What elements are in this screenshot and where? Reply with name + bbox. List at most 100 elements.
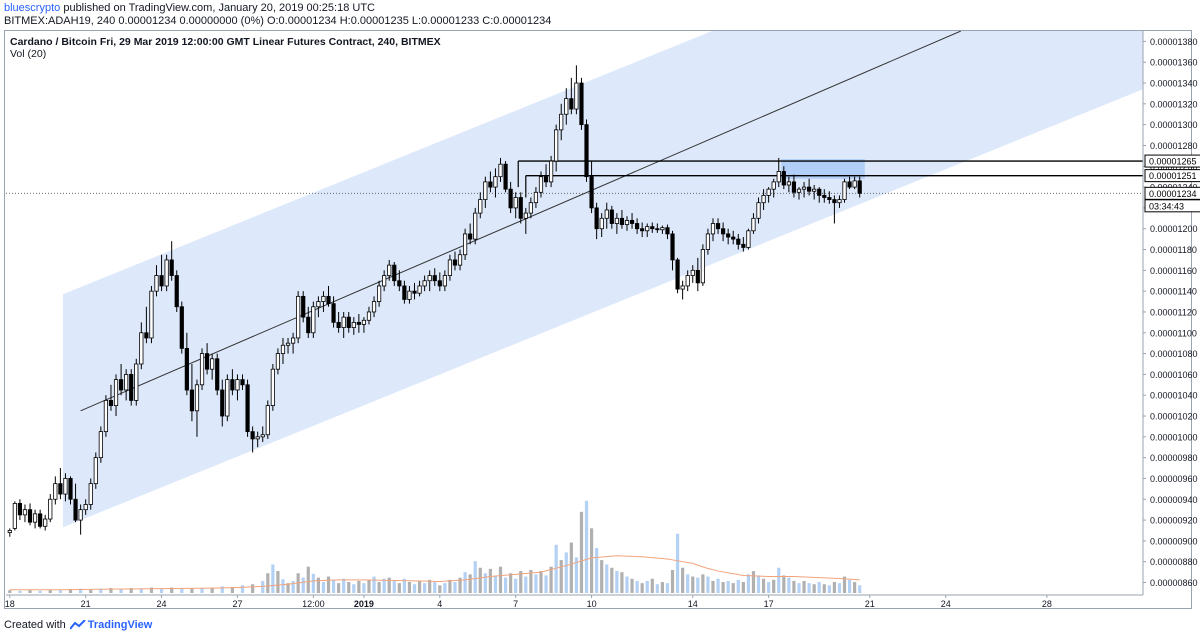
- candle-body: [270, 368, 275, 407]
- candle: [265, 400, 270, 439]
- volume-bar: [822, 584, 826, 593]
- candle: [518, 192, 523, 224]
- volume-bar: [741, 582, 745, 593]
- volume-bar: [210, 587, 214, 593]
- candle-body: [624, 219, 630, 225]
- candle: [432, 268, 437, 286]
- volume-bar: [387, 577, 391, 593]
- volume-bar: [478, 567, 482, 593]
- candle-body: [710, 223, 716, 235]
- price-tick-label: 0.00001200: [1150, 224, 1198, 234]
- candle: [513, 192, 518, 219]
- candle-body: [341, 316, 346, 328]
- candle-body: [473, 212, 478, 240]
- candle-body: [457, 254, 463, 266]
- candle-body: [822, 195, 827, 198]
- candle-body: [690, 269, 695, 276]
- candle: [290, 332, 296, 354]
- tradingview-logo[interactable]: TradingView: [69, 619, 152, 631]
- candle-body: [296, 295, 301, 339]
- candle-body: [316, 301, 321, 308]
- volume-bar: [620, 572, 624, 593]
- volume-bar: [519, 571, 523, 593]
- price-tick-label: 0.00001280: [1150, 141, 1198, 151]
- price-label-rect: [1144, 169, 1200, 183]
- created-with-text: Created with: [4, 619, 66, 631]
- volume-bar: [772, 579, 776, 593]
- volume-bar: [463, 572, 467, 593]
- volume-bar: [797, 583, 801, 593]
- candle: [32, 509, 38, 529]
- candle: [194, 379, 200, 437]
- volume-bar: [423, 583, 427, 593]
- candle: [7, 528, 12, 537]
- price-label-box: 0.00001234: [1144, 186, 1200, 200]
- volume-bar: [139, 588, 143, 593]
- candle: [650, 222, 655, 233]
- candle-body: [766, 188, 771, 196]
- candle-body: [776, 171, 781, 183]
- candle-body: [215, 358, 220, 391]
- candle-body: [721, 228, 726, 235]
- price-tick-label: 0.00001340: [1150, 79, 1198, 89]
- volume-bar: [696, 577, 700, 593]
- candle-body: [437, 280, 442, 287]
- candle: [371, 296, 377, 318]
- candle: [640, 222, 645, 238]
- candle: [301, 291, 306, 323]
- candle: [129, 369, 134, 406]
- author-link[interactable]: bluescrypto: [4, 2, 61, 14]
- channel-band: [62, 31, 1143, 528]
- candle: [311, 301, 316, 338]
- price-tick-label: 0.00000980: [1150, 453, 1198, 463]
- candle: [442, 270, 447, 292]
- volume-bar: [595, 548, 599, 593]
- volume-bar: [311, 573, 315, 593]
- candle: [412, 282, 417, 300]
- candle-body: [366, 311, 372, 321]
- candle-body: [240, 379, 245, 386]
- candle: [488, 171, 493, 193]
- volume-bar: [832, 582, 837, 593]
- volume-bar: [761, 578, 766, 593]
- candle: [134, 358, 139, 406]
- candle-body: [736, 238, 741, 245]
- volume-bar: [534, 574, 538, 593]
- candle-body: [124, 373, 129, 391]
- candle: [801, 181, 807, 198]
- candle: [822, 189, 827, 203]
- candle-body: [98, 431, 103, 459]
- price-label-text: 0.00001251: [1149, 171, 1197, 181]
- candle: [341, 311, 346, 338]
- volume-bar: [488, 568, 492, 593]
- volume-bar: [301, 577, 305, 593]
- candle: [366, 306, 372, 325]
- candle-body: [12, 503, 17, 529]
- candle: [584, 119, 589, 182]
- candle: [559, 103, 564, 141]
- candle: [124, 369, 129, 401]
- candle: [635, 218, 640, 234]
- time-tick-label: 7: [513, 599, 518, 609]
- candle: [781, 166, 786, 190]
- candle: [842, 178, 847, 203]
- candle: [179, 301, 184, 354]
- volume-bar: [261, 580, 265, 593]
- candle-body: [225, 379, 230, 417]
- candle: [498, 157, 503, 182]
- time-tick-label: 14: [688, 599, 698, 609]
- volume-bar: [337, 583, 341, 593]
- candle: [817, 187, 822, 203]
- candle-body: [619, 217, 625, 225]
- candle-body: [73, 498, 78, 521]
- candle: [230, 369, 235, 396]
- candle: [599, 213, 604, 238]
- volume-bar: [99, 588, 103, 593]
- candle: [645, 223, 650, 238]
- price-label-text: 0.00001234: [1149, 189, 1197, 199]
- candle: [660, 225, 665, 234]
- volume-bar: [589, 528, 594, 593]
- volume-indicator-label[interactable]: Vol (20): [10, 48, 47, 60]
- candle-body: [210, 358, 215, 370]
